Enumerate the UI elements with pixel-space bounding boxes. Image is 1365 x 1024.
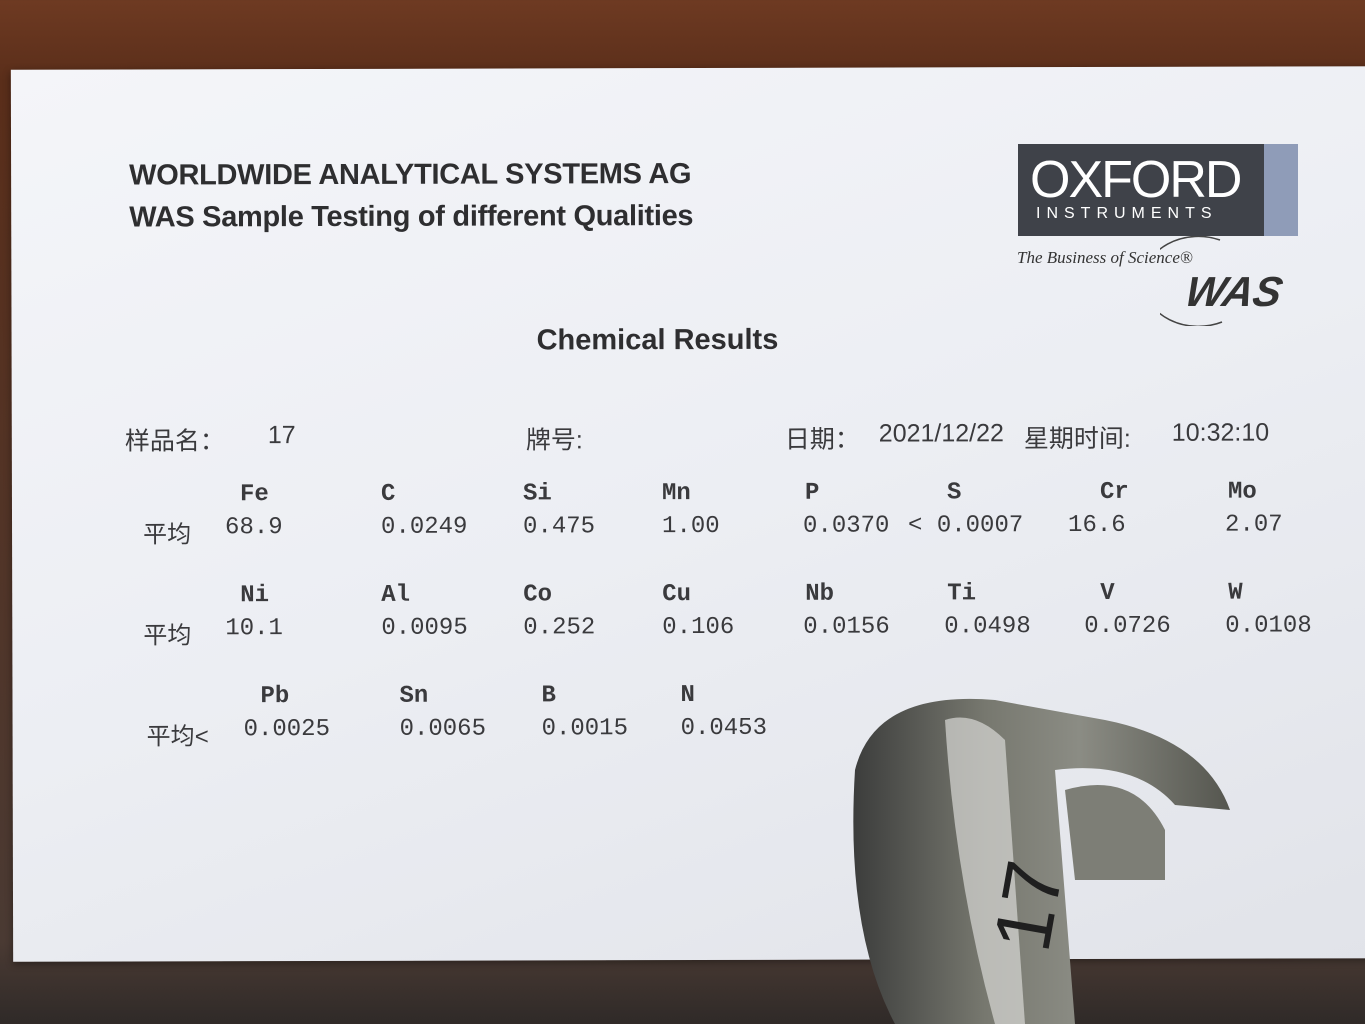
logo-strip bbox=[1264, 144, 1298, 236]
logo-brand: OXFORD bbox=[1030, 151, 1242, 209]
element-value: 0.0065 bbox=[399, 715, 487, 743]
element-symbol: S bbox=[946, 479, 962, 507]
element-symbol: Sn bbox=[399, 682, 429, 710]
element-value: 0.475 bbox=[522, 513, 596, 541]
element-value: 0.0025 bbox=[243, 715, 331, 744]
sample-label: 样品名： bbox=[124, 427, 225, 456]
row-prefix: 平均 bbox=[143, 624, 192, 652]
row-prefix: 平均 bbox=[143, 523, 192, 551]
element-symbol: Cr bbox=[1099, 478, 1129, 506]
element-value: 0.0095 bbox=[381, 614, 468, 642]
grade-label: 牌号: bbox=[525, 426, 583, 455]
svg-text:WAS: WAS bbox=[1181, 268, 1287, 314]
element-value: 0.0156 bbox=[803, 613, 890, 641]
element-value: 0.0015 bbox=[541, 715, 629, 743]
report-title: Chemical Results bbox=[536, 323, 779, 357]
results-table: 平均 Fe 68.9 C 0.0249 Si 0.475 Mn 1.00 P 0.0370 S < 0.… bbox=[11, 66, 1365, 753]
element-symbol: Ti bbox=[947, 580, 977, 608]
element-symbol: Si bbox=[522, 480, 552, 508]
logo-tagline: The Business of Science® bbox=[1017, 248, 1193, 267]
element-value: 0.0498 bbox=[944, 613, 1031, 641]
element-symbol: Mn bbox=[661, 480, 691, 508]
element-value: 0.106 bbox=[662, 613, 735, 642]
time-label: 星期时间: bbox=[1023, 424, 1131, 454]
element-symbol: Mo bbox=[1227, 478, 1257, 506]
time-value: 10:32:10 bbox=[1171, 418, 1270, 447]
oxford-logo bbox=[1018, 144, 1264, 236]
sample-value: 17 bbox=[267, 421, 296, 450]
logo-sub: INSTRUMENTS bbox=[1036, 205, 1218, 222]
metal-ring-sample: 17 bbox=[853, 698, 1230, 1024]
element-value: < 0.0007 bbox=[907, 512, 1024, 540]
row-prefix: 平均< bbox=[146, 725, 210, 753]
company-name: WORLDWIDE ANALYTICAL SYSTEMS AG bbox=[129, 158, 692, 192]
element-symbol: Al bbox=[381, 581, 411, 609]
element-value: 10.1 bbox=[225, 615, 283, 643]
element-symbol: N bbox=[680, 682, 695, 710]
element-value: 0.0726 bbox=[1084, 612, 1171, 640]
element-symbol: B bbox=[541, 682, 556, 710]
element-symbol: V bbox=[1100, 579, 1115, 607]
element-value: 2.07 bbox=[1224, 511, 1283, 539]
sample-marking: 17 bbox=[977, 854, 1080, 957]
element-value: 16.6 bbox=[1067, 511, 1126, 540]
element-symbol: Cu bbox=[662, 581, 692, 609]
element-symbol: W bbox=[1228, 579, 1243, 607]
element-value: 1.00 bbox=[661, 512, 720, 541]
element-value: 68.9 bbox=[224, 514, 283, 542]
element-value: 0.252 bbox=[523, 614, 596, 642]
element-value: 0.0108 bbox=[1225, 612, 1312, 640]
element-symbol: Pb bbox=[260, 683, 290, 711]
was-logo-mark: WAS bbox=[1160, 236, 1287, 326]
element-value: 0.0249 bbox=[380, 513, 468, 541]
element-value: 0.0370 bbox=[802, 512, 890, 540]
element-symbol: Fe bbox=[239, 481, 269, 509]
element-value: 0.0453 bbox=[680, 714, 768, 743]
element-symbol: Nb bbox=[805, 580, 835, 608]
element-symbol: P bbox=[804, 479, 820, 507]
report-subtitle: WAS Sample Testing of different Qualitie… bbox=[129, 200, 694, 234]
element-symbol: Ni bbox=[240, 582, 270, 610]
date-value: 2021/12/22 bbox=[878, 419, 1004, 448]
element-symbol: C bbox=[380, 480, 396, 508]
element-symbol: Co bbox=[523, 581, 553, 609]
date-label: 日期： bbox=[784, 425, 860, 454]
